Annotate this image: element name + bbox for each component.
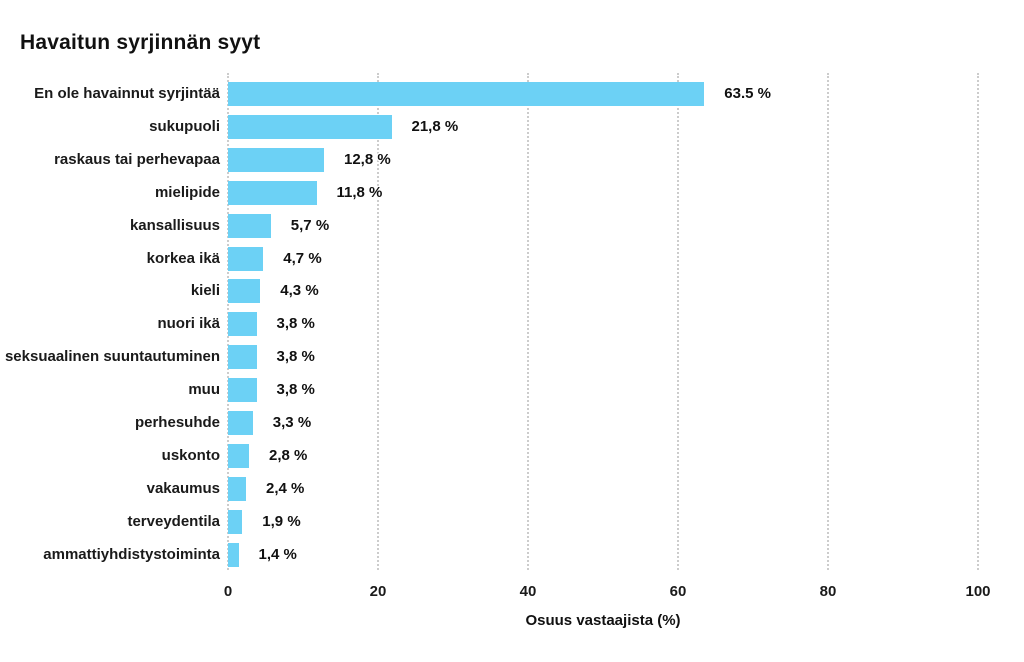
category-label: kieli bbox=[190, 282, 220, 299]
bar bbox=[228, 543, 239, 567]
category-label: perhesuhde bbox=[134, 414, 220, 431]
gridline-40 bbox=[527, 73, 529, 570]
x-tick-label: 60 bbox=[669, 583, 687, 600]
value-label: 11,8 % bbox=[336, 184, 383, 201]
category-label: En ole havainnut syrjintää bbox=[34, 85, 220, 102]
category-label: sukupuoli bbox=[149, 118, 220, 135]
category-label: nuori ikä bbox=[157, 315, 220, 332]
bar bbox=[228, 115, 392, 139]
value-label: 21,8 % bbox=[411, 118, 459, 135]
x-tick-label: 0 bbox=[223, 583, 233, 600]
bar bbox=[228, 82, 705, 106]
value-label: 3,8 % bbox=[276, 315, 315, 332]
chart-title: Havaitun syrjinnän syyt bbox=[20, 31, 261, 54]
x-tick-label: 100 bbox=[965, 583, 991, 600]
bar bbox=[228, 378, 257, 402]
category-label: raskaus tai perhevapaa bbox=[54, 151, 220, 168]
value-label: 2,4 % bbox=[266, 480, 305, 497]
x-axis-label: Osuus vastaajista (%) bbox=[525, 612, 681, 629]
bar bbox=[228, 444, 249, 468]
category-label: seksuaalinen suuntautuminen bbox=[4, 348, 220, 365]
bar bbox=[228, 214, 271, 238]
bar bbox=[228, 510, 243, 534]
value-label: 4,7 % bbox=[283, 250, 322, 267]
value-label: 63.5 % bbox=[724, 85, 771, 102]
category-label: mielipide bbox=[154, 184, 220, 201]
x-tick-label: 80 bbox=[819, 583, 837, 600]
bar bbox=[228, 312, 257, 336]
bar bbox=[228, 477, 246, 501]
value-label: 1,4 % bbox=[258, 546, 297, 563]
category-label: vakaumus bbox=[146, 480, 220, 497]
category-label: muu bbox=[188, 381, 220, 398]
value-label: 4,3 % bbox=[280, 282, 319, 299]
category-label: ammattiyhdistystoiminta bbox=[43, 546, 220, 563]
value-label: 3,3 % bbox=[272, 414, 312, 431]
bar bbox=[228, 411, 253, 435]
gridline-100 bbox=[977, 73, 979, 570]
bar bbox=[228, 148, 324, 172]
bar bbox=[228, 345, 257, 369]
value-label: 12,8 % bbox=[344, 151, 391, 168]
value-label: 3,8 % bbox=[276, 348, 315, 365]
category-label: uskonto bbox=[161, 447, 220, 464]
bar bbox=[228, 181, 317, 205]
gridline-60 bbox=[677, 73, 679, 570]
gridline-20 bbox=[377, 73, 379, 570]
category-label: korkea ikä bbox=[146, 250, 220, 267]
bar bbox=[228, 247, 264, 271]
x-tick-label: 40 bbox=[519, 583, 537, 600]
x-tick-label: 20 bbox=[369, 583, 387, 600]
gridline-80 bbox=[827, 73, 829, 570]
bar bbox=[228, 279, 261, 303]
value-label: 5,7 % bbox=[290, 217, 330, 234]
category-label: terveydentila bbox=[127, 513, 220, 530]
value-label: 3,8 % bbox=[276, 381, 315, 398]
value-label: 2,8 % bbox=[269, 447, 308, 464]
value-label: 1,9 % bbox=[262, 513, 301, 530]
category-label: kansallisuus bbox=[129, 217, 220, 234]
